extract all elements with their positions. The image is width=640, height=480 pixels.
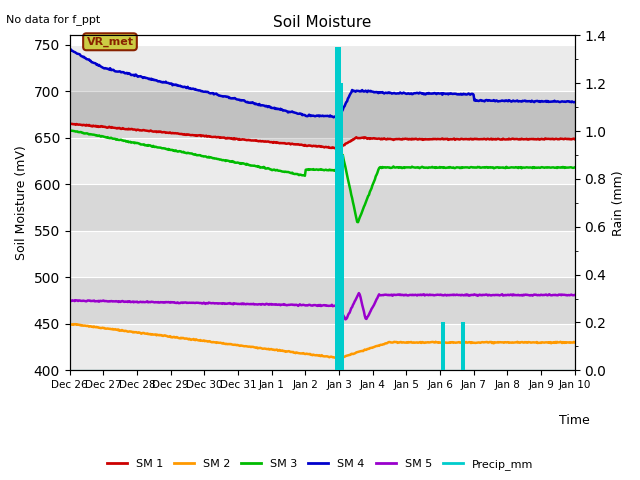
Bar xyxy=(463,323,465,371)
Bar xyxy=(461,323,463,371)
Bar xyxy=(70,324,575,371)
Bar xyxy=(70,277,575,324)
Bar xyxy=(70,45,575,91)
Title: Soil Moisture: Soil Moisture xyxy=(273,15,371,30)
Y-axis label: Rain (mm): Rain (mm) xyxy=(612,170,625,236)
Bar xyxy=(340,83,342,371)
Y-axis label: Soil Moisture (mV): Soil Moisture (mV) xyxy=(15,145,28,260)
Text: VR_met: VR_met xyxy=(86,36,134,47)
Bar xyxy=(70,138,575,184)
Bar xyxy=(70,184,575,231)
Bar xyxy=(342,155,344,371)
Bar xyxy=(337,48,339,371)
Text: No data for f_ppt: No data for f_ppt xyxy=(6,14,100,25)
Bar xyxy=(70,91,575,138)
Bar xyxy=(440,323,443,371)
Bar xyxy=(339,48,341,371)
Bar xyxy=(70,231,575,277)
Legend: SM 1, SM 2, SM 3, SM 4, SM 5, Precip_mm: SM 1, SM 2, SM 3, SM 4, SM 5, Precip_mm xyxy=(102,455,538,474)
X-axis label: Time: Time xyxy=(559,414,590,427)
Bar xyxy=(442,323,445,371)
Bar xyxy=(335,48,337,371)
